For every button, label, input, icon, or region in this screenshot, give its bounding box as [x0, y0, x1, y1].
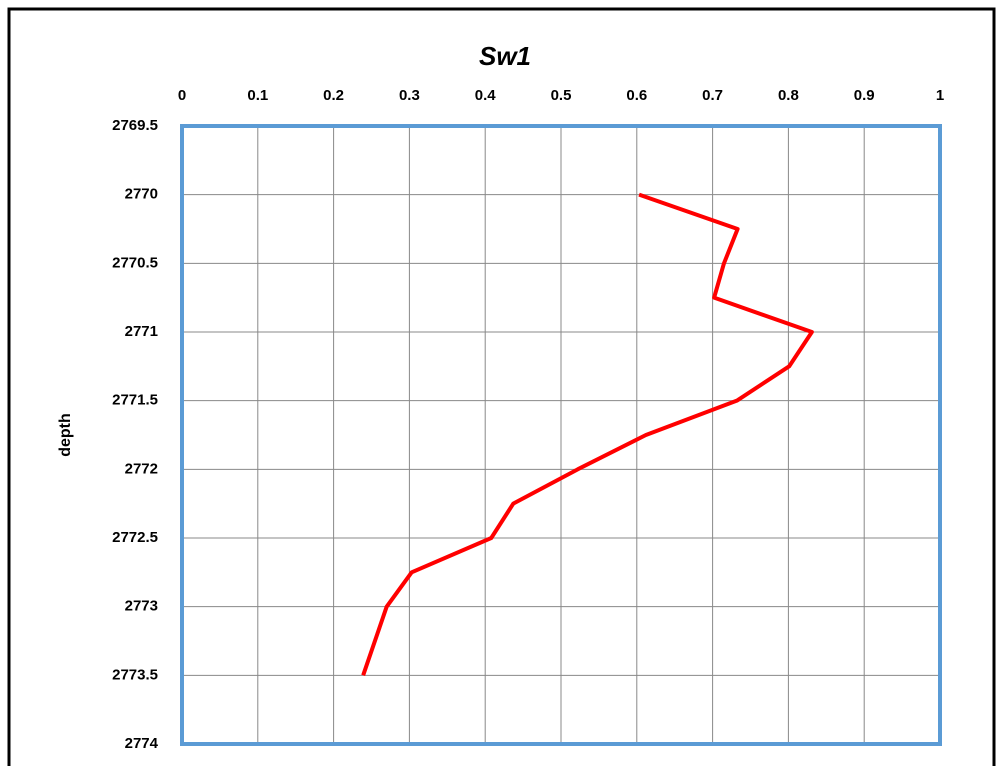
y-tick-label: 2771.5 [112, 392, 158, 409]
y-tick-label: 2772.5 [112, 529, 158, 546]
y-axis-label: depth [57, 413, 74, 457]
data-line [361, 192, 814, 676]
x-tick-label: 0.6 [626, 87, 647, 104]
x-tick-label: 0.3 [399, 87, 420, 104]
y-tick-label: 2769.5 [112, 117, 158, 134]
y-tick-label: 2773 [125, 598, 158, 615]
x-tick-label: 0.4 [475, 87, 497, 104]
y-tick-label: 2772 [125, 460, 158, 477]
x-tick-label: 0.1 [247, 87, 268, 104]
x-tick-label: 0 [178, 87, 186, 104]
chart-frame [7, 7, 996, 771]
x-tick-label: 0.8 [778, 87, 799, 104]
y-tick-label: 2770.5 [112, 254, 158, 271]
y-tick-label: 2774 [125, 735, 159, 752]
y-tick-label: 2773.5 [112, 666, 158, 683]
chart-title: Sw1 [479, 41, 531, 71]
x-tick-label: 0.2 [323, 87, 344, 104]
x-tick-label: 0.5 [551, 87, 572, 104]
y-tick-label: 2771 [125, 323, 158, 340]
x-tick-label: 1 [936, 87, 944, 104]
x-tick-label: 0.7 [702, 87, 723, 104]
x-tick-label: 0.9 [854, 87, 875, 104]
y-tick-label: 2770 [125, 186, 158, 203]
plot-border [180, 124, 942, 746]
